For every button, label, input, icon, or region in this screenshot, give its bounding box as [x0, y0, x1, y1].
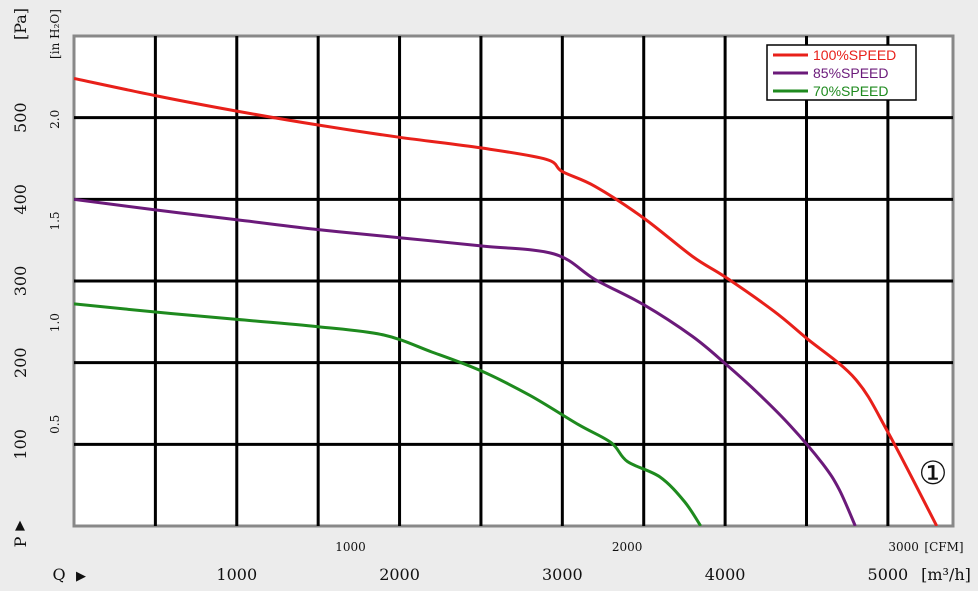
legend-label-0: 100%SPEED	[813, 47, 896, 63]
x-axis-arrow-icon: ▶	[76, 569, 86, 584]
y-primary-tick-label: 500	[11, 102, 30, 133]
y-primary-unit-label: [Pa]	[11, 8, 30, 40]
x-primary-tick-label: 1000	[216, 565, 257, 584]
series-line-1	[74, 197, 857, 526]
y-primary-tick-label: 200	[11, 347, 30, 378]
y-secondary-unit-label: [in H₂O]	[48, 9, 62, 59]
x-secondary-unit-label: [CFM]	[924, 540, 963, 554]
y-secondary-tick-label: 1.5	[48, 211, 62, 230]
y-primary-tick-label: 300	[11, 266, 30, 297]
y-primary-tick-label: 100	[11, 429, 30, 460]
axis-labels: [Pa] [in H₂O] P ▲ Q ▶ ①	[11, 8, 947, 584]
y-secondary-tick-label: 1.0	[48, 313, 62, 332]
y-axis-arrow-icon: ▲	[15, 518, 25, 533]
legend-label-2: 70%SPEED	[813, 83, 888, 99]
grid	[74, 36, 953, 526]
x-axis-prefix: Q	[52, 565, 65, 584]
series-line-2	[74, 302, 702, 526]
curve-annotation: ①	[919, 454, 948, 492]
series-group	[74, 77, 939, 526]
legend: 100%SPEED 85%SPEED 70%SPEED	[766, 44, 917, 101]
x-secondary-tick-label: 1000	[335, 540, 366, 554]
x-primary-tick-label: 2000	[379, 565, 420, 584]
x-secondary-tick-label: 2000	[612, 540, 643, 554]
x-primary-unit-label: [m³/h]	[921, 565, 971, 584]
legend-label-1: 85%SPEED	[813, 65, 888, 81]
x-secondary-tick-label: 3000	[888, 540, 919, 554]
y-secondary-tick-label: 2.0	[48, 110, 62, 129]
x-primary-tick-label: 3000	[542, 565, 583, 584]
y-secondary-tick-label: 0.5	[48, 415, 62, 434]
x-primary-tick-label: 4000	[705, 565, 746, 584]
y-primary-tick-label: 400	[11, 184, 30, 215]
tick-labels: 1000 2000 3000 [CFM] 1000 2000 3000 4000 5000 [m³…	[11, 102, 971, 584]
y-axis-prefix: P	[11, 536, 30, 547]
x-primary-tick-label: 5000	[868, 565, 909, 584]
series-line-0	[74, 77, 939, 526]
